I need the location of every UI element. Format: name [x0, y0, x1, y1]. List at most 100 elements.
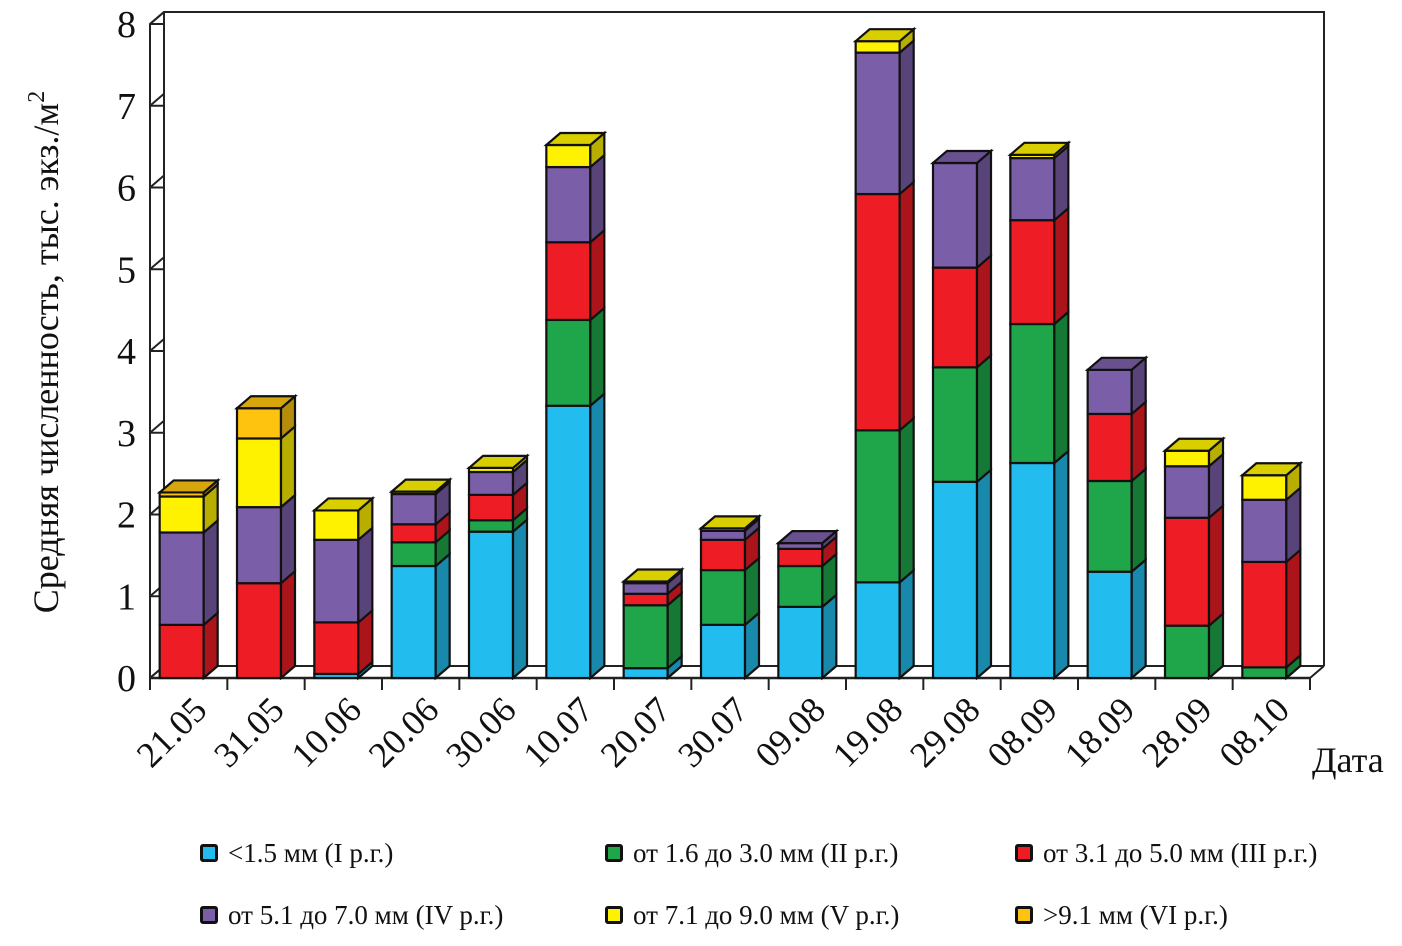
bar-top-19.08 [852, 28, 917, 43]
legend-label: <1.5 мм (I р.г.) [228, 837, 394, 868]
bar-segment-side-31.05-4 [279, 492, 297, 586]
x-tick-label: 31.05 [206, 689, 292, 775]
bar-segment-18.09-4 [1086, 368, 1133, 416]
bar-segment-08.09-4 [1009, 156, 1056, 222]
bar-segment-side-18.09-1 [1130, 557, 1147, 681]
bar-segment-18.09-2 [1086, 479, 1133, 573]
bar-segment-20.06-3 [390, 523, 437, 544]
x-tick-label: 21.05 [129, 689, 215, 775]
legend-item-size-group-2: от 1.6 до 3.0 мм (II р.г.) [605, 838, 1015, 869]
bar-segment-31.05-6 [235, 407, 283, 440]
bar-stack-08.10 [1239, 460, 1304, 681]
bar-segment-28.09-2 [1163, 624, 1211, 680]
bar-segment-19.08-2 [854, 429, 901, 584]
floor-right-edge [1309, 665, 1325, 679]
legend-row-1: <1.5 мм (I р.г.) от 1.6 до 3.0 мм (II р.… [200, 822, 1400, 884]
bar-top-30.07 [698, 515, 762, 530]
x-tick-label: 18.09 [1057, 689, 1143, 775]
bar-segment-side-08.09-2 [1053, 309, 1070, 466]
bar-segment-10.07-5 [545, 143, 592, 169]
bar-segment-29.08-3 [931, 266, 979, 369]
bar-top-08.09 [1007, 141, 1072, 156]
y-tick-label: 2 [117, 495, 136, 537]
bar-segment-08.10-3 [1241, 560, 1288, 669]
legend-item-size-group-5: от 7.1 до 9.0 мм (V р.г.) [605, 900, 1015, 931]
legend-item-size-group-3: от 3.1 до 5.0 мм (III р.г.) [1015, 838, 1317, 869]
bar-segment-10.07-4 [545, 165, 592, 244]
x-tick-label: 08.09 [979, 689, 1065, 775]
bar-segment-08.09-1 [1009, 461, 1056, 680]
y-tick-label: 7 [117, 86, 136, 128]
y-axis-title: Средняя численность, тыс. экз./м2 [24, 91, 66, 613]
y-tick-label: 8 [117, 4, 136, 46]
bar-segment-30.07-2 [699, 568, 747, 626]
bar-segment-side-10.07-3 [589, 227, 606, 323]
bar-segment-side-19.08-4 [898, 38, 915, 197]
x-tick-label: 10.07 [515, 689, 601, 775]
bar-segment-28.09-5 [1163, 449, 1211, 468]
bar-segment-side-19.08-3 [898, 179, 915, 433]
bar-top-08.10 [1239, 462, 1304, 477]
legend-swatch-orange [1015, 906, 1033, 924]
bars [156, 26, 1304, 681]
bar-segment-28.09-4 [1163, 465, 1211, 519]
bar-segment-10.06-3 [313, 621, 360, 676]
bar-stack-09.08 [775, 528, 840, 681]
x-tick-label: 09.08 [747, 689, 833, 775]
x-tick-label: 29.08 [902, 689, 988, 775]
bar-segment-31.05-5 [235, 437, 283, 509]
bar-stack-18.09 [1084, 355, 1149, 681]
bar-segment-30.06-2 [467, 519, 515, 533]
bar-segment-side-09.08-1 [821, 592, 838, 681]
bar-segment-19.08-4 [854, 51, 901, 196]
x-tick-label: 20.07 [593, 689, 679, 775]
legend-swatch-cyan [200, 844, 218, 862]
bar-segment-20.07-1 [622, 667, 669, 680]
stacked-bar-chart: 0 1 2 3 4 5 6 7 8 21.0531.0510.0620.0630.0610.07… [24, 4, 1384, 780]
bar-segment-29.08-1 [931, 480, 979, 680]
bar-top-30.06 [466, 454, 530, 470]
y-tick-label: 0 [117, 658, 136, 700]
x-tick-label: 30.06 [438, 689, 524, 775]
bar-segment-side-29.08-3 [975, 253, 993, 370]
bar-segment-10.06-4 [313, 538, 360, 624]
bar-segment-side-10.06-4 [357, 525, 374, 625]
bar-segment-side-20.06-1 [434, 551, 451, 681]
bar-stack-30.06 [466, 453, 530, 681]
bar-stack-20.07 [620, 567, 685, 681]
bar-segment-30.07-3 [699, 538, 747, 572]
bar-segment-side-21.05-4 [202, 518, 219, 628]
bar-segment-side-18.09-2 [1130, 466, 1147, 575]
bar-segment-side-30.06-1 [511, 517, 529, 681]
bar-stack-20.06 [388, 477, 453, 681]
bar-segment-20.07-2 [622, 604, 669, 670]
bar-segment-side-29.08-1 [975, 467, 993, 681]
bar-stack-10.07 [543, 130, 608, 681]
bar-top-09.08 [775, 530, 840, 545]
y-tick-label: 5 [117, 249, 136, 291]
y-tick-label: 3 [117, 413, 136, 455]
bar-segment-10.07-3 [545, 241, 592, 322]
bar-segment-19.08-3 [854, 192, 901, 432]
bar-segment-20.06-4 [390, 492, 437, 526]
bar-segment-29.08-4 [931, 161, 979, 269]
bar-segment-31.05-4 [235, 506, 283, 585]
bar-top-29.08 [930, 149, 994, 165]
bar-stack-19.08 [852, 26, 917, 681]
bar-segment-08.09-2 [1009, 322, 1056, 465]
bar-stack-29.08 [930, 148, 994, 681]
legend: <1.5 мм (I р.г.) от 1.6 до 3.0 мм (II р.… [200, 822, 1400, 946]
legend-label: от 1.6 до 3.0 мм (II р.г.) [633, 837, 899, 868]
x-axis-title: Дата [1312, 740, 1384, 780]
x-tick-label: 30.07 [670, 689, 756, 775]
y-tick-mark [149, 419, 165, 434]
bar-segment-30.07-1 [699, 623, 747, 680]
y-tick-mark [149, 256, 165, 271]
bar-top-21.05 [156, 479, 221, 494]
legend-label: от 5.1 до 7.0 мм (IV р.г.) [228, 899, 504, 930]
bar-segment-18.09-3 [1086, 412, 1133, 483]
legend-item-size-group-6: >9.1 мм (VI р.г.) [1015, 900, 1228, 931]
bar-segment-19.08-1 [854, 581, 901, 680]
bar-segment-30.06-1 [467, 530, 515, 680]
bar-segment-20.07-4 [622, 582, 669, 595]
